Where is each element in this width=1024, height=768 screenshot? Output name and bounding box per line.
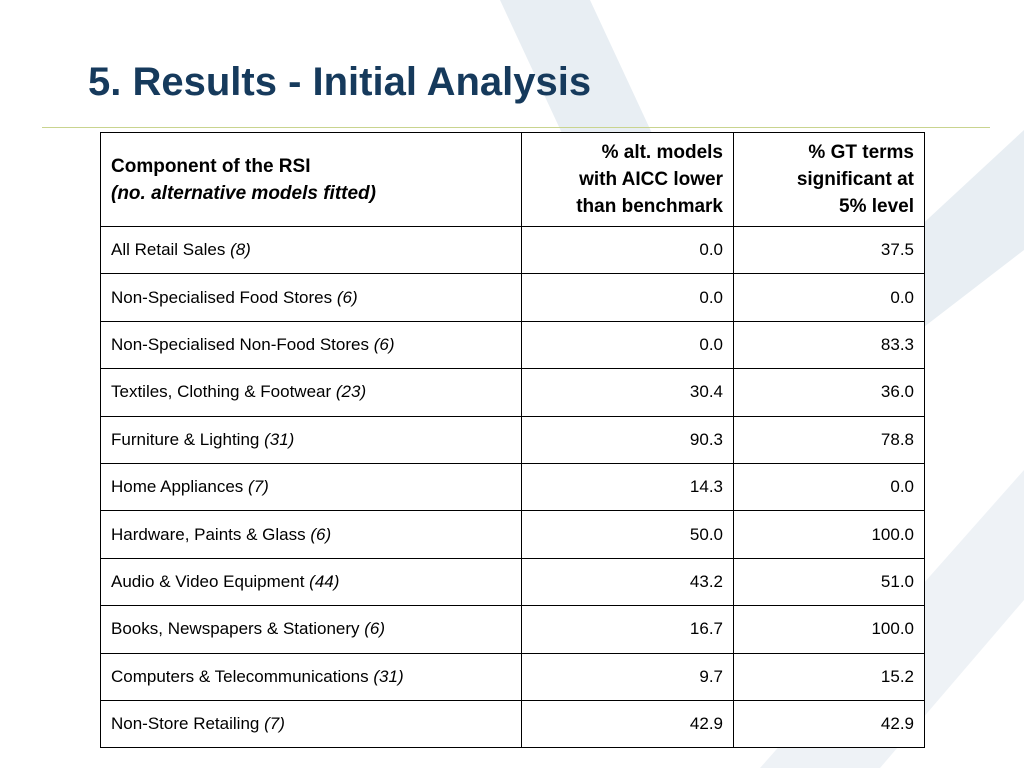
- header-component-sublabel: (no. alternative models fitted): [111, 182, 376, 204]
- table-row: Furniture & Lighting (31) 90.3 78.8: [100, 415, 925, 464]
- component-cell: Furniture & Lighting (31): [100, 415, 522, 464]
- component-cell: Non-Store Retailing (7): [100, 699, 522, 749]
- aicc-cell: 30.4: [521, 368, 734, 417]
- table-row: Textiles, Clothing & Footwear (23) 30.4 …: [100, 368, 925, 417]
- aicc-cell: 50.0: [521, 510, 734, 559]
- table-row: Computers & Telecommunications (31) 9.7 …: [100, 652, 925, 701]
- model-count: (8): [230, 240, 251, 260]
- aicc-cell: 0.0: [521, 320, 734, 370]
- component-cell: Books, Newspapers & Stationery (6): [100, 605, 522, 654]
- component-cell: Audio & Video Equipment (44): [100, 557, 522, 607]
- model-count: (6): [373, 334, 395, 354]
- aicc-cell: 90.3: [521, 415, 734, 464]
- gt-cell: 83.3: [733, 320, 925, 370]
- table-header-row: Component of the RSI (no. alternative mo…: [100, 132, 925, 227]
- component-cell: Computers & Telecommunications (31): [100, 652, 522, 701]
- gt-cell: 0.0: [733, 462, 925, 512]
- aicc-cell: 42.9: [521, 699, 734, 749]
- component-cell: Textiles, Clothing & Footwear (23): [100, 368, 522, 417]
- gt-cell: 42.9: [733, 699, 925, 749]
- header-gt-line3: 5% level: [839, 196, 914, 217]
- aicc-cell: 16.7: [521, 605, 734, 654]
- component-name: All Retail Sales: [111, 240, 226, 260]
- gt-cell: 36.0: [733, 368, 925, 417]
- header-component: Component of the RSI (no. alternative mo…: [100, 132, 522, 227]
- table-row: All Retail Sales (8) 0.0 37.5: [100, 225, 925, 275]
- gt-cell: 15.2: [733, 652, 925, 701]
- component-name: Textiles, Clothing & Footwear: [111, 382, 332, 402]
- slide-title: 5. Results - Initial Analysis: [88, 60, 592, 104]
- component-name: Computers & Telecommunications: [111, 666, 369, 686]
- header-aicc: % alt. models with AICC lower than bench…: [521, 132, 734, 227]
- table-row: Hardware, Paints & Glass (6) 50.0 100.0: [100, 510, 925, 559]
- component-name: Furniture & Lighting: [111, 429, 260, 449]
- model-count: (7): [248, 477, 269, 497]
- model-count: (31): [373, 666, 404, 686]
- model-count: (6): [310, 524, 332, 544]
- gt-cell: 37.5: [733, 225, 925, 275]
- model-count: (6): [364, 619, 386, 639]
- header-aicc-line2: with AICC lower: [579, 169, 723, 190]
- table-row: Audio & Video Equipment (44) 43.2 51.0: [100, 557, 925, 607]
- aicc-cell: 9.7: [521, 652, 734, 701]
- gt-cell: 51.0: [733, 557, 925, 607]
- model-count: (7): [264, 714, 285, 734]
- table-row: Non-Specialised Non-Food Stores (6) 0.0 …: [100, 320, 925, 370]
- component-name: Non-Specialised Food Stores: [111, 287, 333, 307]
- component-name: Home Appliances: [111, 477, 244, 497]
- aicc-cell: 0.0: [521, 273, 734, 322]
- header-aicc-line1: % alt. models: [601, 142, 723, 163]
- model-count: (6): [336, 287, 358, 307]
- gt-cell: 0.0: [733, 273, 925, 322]
- header-gt-line1: % GT terms: [808, 142, 914, 163]
- component-name: Non-Store Retailing: [111, 714, 260, 734]
- aicc-cell: 14.3: [521, 462, 734, 512]
- header-component-label: Component of the RSI: [111, 155, 311, 177]
- header-gt: % GT terms significant at 5% level: [733, 132, 925, 227]
- gt-cell: 100.0: [733, 510, 925, 559]
- component-name: Non-Specialised Non-Food Stores: [111, 334, 369, 354]
- component-cell: Non-Specialised Non-Food Stores (6): [100, 320, 522, 370]
- results-table: Component of the RSI (no. alternative mo…: [100, 132, 925, 749]
- gt-cell: 78.8: [733, 415, 925, 464]
- component-cell: All Retail Sales (8): [100, 225, 522, 275]
- component-name: Audio & Video Equipment: [111, 571, 305, 591]
- component-cell: Hardware, Paints & Glass (6): [100, 510, 522, 559]
- gt-cell: 100.0: [733, 605, 925, 654]
- table-row: Non-Store Retailing (7) 42.9 42.9: [100, 699, 925, 749]
- aicc-cell: 0.0: [521, 225, 734, 275]
- header-gt-line2: significant at: [796, 169, 914, 190]
- model-count: (31): [264, 429, 295, 449]
- model-count: (23): [335, 382, 367, 402]
- model-count: (44): [309, 571, 340, 591]
- component-name: Hardware, Paints & Glass: [111, 524, 306, 544]
- component-cell: Home Appliances (7): [100, 462, 522, 512]
- title-divider: [42, 127, 990, 128]
- table-row: Non-Specialised Food Stores (6) 0.0 0.0: [100, 273, 925, 322]
- component-cell: Non-Specialised Food Stores (6): [100, 273, 522, 322]
- component-name: Books, Newspapers & Stationery: [111, 619, 360, 639]
- table-row: Books, Newspapers & Stationery (6) 16.7 …: [100, 605, 925, 654]
- header-aicc-line3: than benchmark: [576, 196, 723, 217]
- table-row: Home Appliances (7) 14.3 0.0: [100, 462, 925, 512]
- aicc-cell: 43.2: [521, 557, 734, 607]
